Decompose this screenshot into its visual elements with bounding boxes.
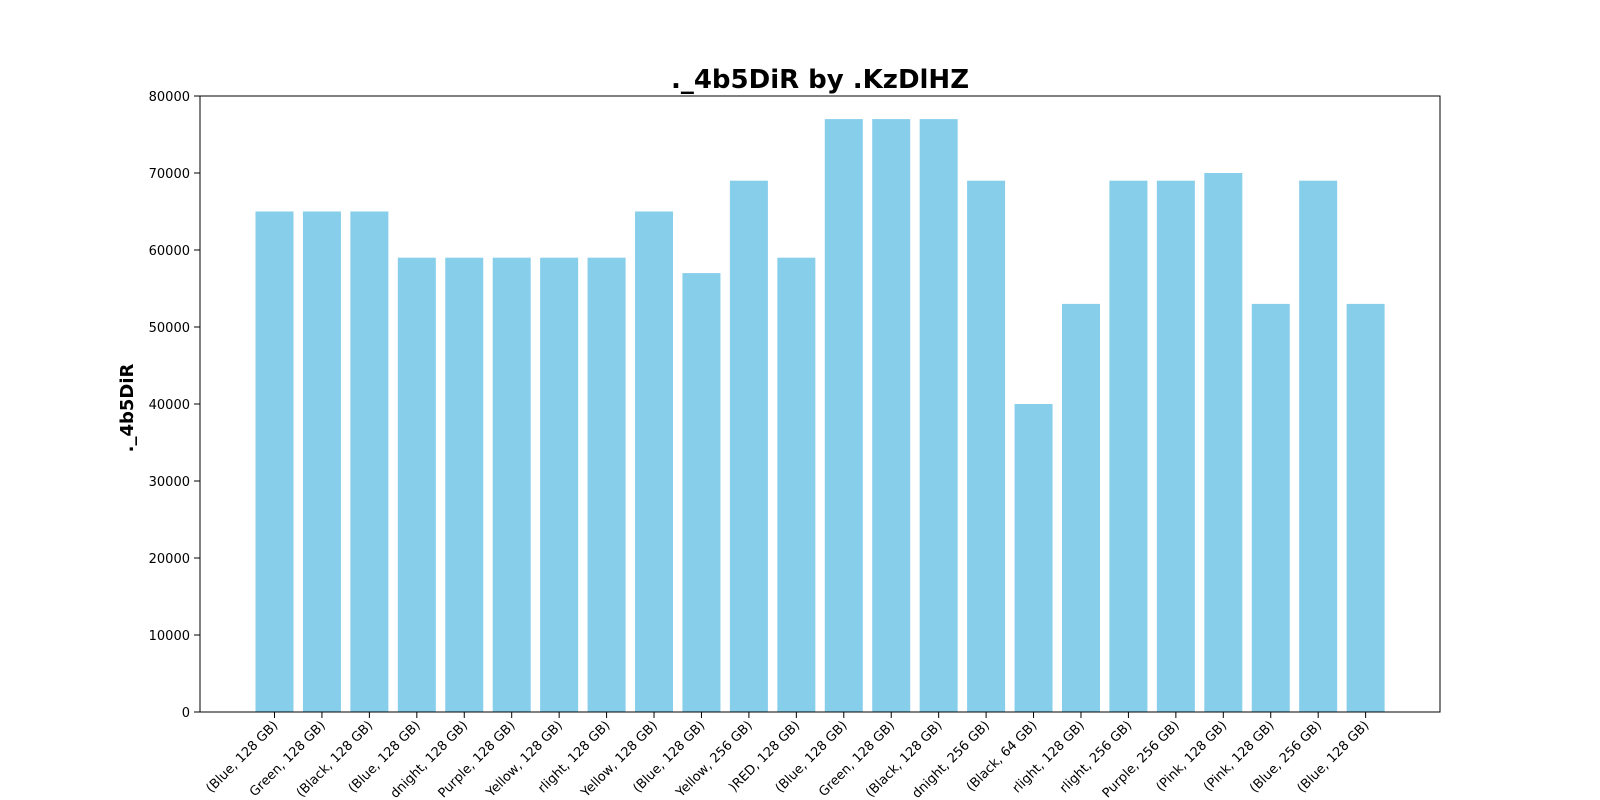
bar [1204, 173, 1243, 712]
bar [302, 211, 341, 712]
y-tick-label: 50000 [149, 321, 190, 336]
bar [397, 257, 436, 712]
bar [1061, 303, 1100, 712]
bar [255, 211, 294, 712]
bar [492, 257, 531, 712]
chart-title: ._4b5DiR by .KzDlHZ [671, 65, 969, 95]
y-tick-label: 40000 [149, 398, 190, 413]
y-axis: 0 10000 20000 30000 40000 50000 60000 70000 8000… [149, 90, 200, 721]
bar [682, 273, 721, 712]
y-tick-label: 30000 [149, 475, 190, 490]
bar [824, 119, 863, 713]
y-tick-label: 0 [182, 706, 190, 721]
bar [729, 180, 768, 712]
bar [445, 257, 484, 712]
y-tick-label: 20000 [149, 552, 190, 567]
y-tick-label: 60000 [149, 244, 190, 259]
bar [1109, 180, 1148, 712]
bar [1346, 303, 1385, 712]
bars-group [255, 119, 1385, 713]
bar [919, 119, 958, 713]
x-axis: (Blue, 128 GB)Green, 128 GB)(Black, 128 … [203, 712, 1372, 800]
bar [1299, 180, 1338, 712]
bar [872, 119, 911, 713]
bar [540, 257, 579, 712]
bar [1251, 303, 1290, 712]
bar [587, 257, 626, 712]
bar [350, 211, 389, 712]
bar [777, 257, 816, 712]
y-axis-label: ._4b5DiR [117, 363, 138, 452]
bar [635, 211, 674, 712]
plot-frame [199, 95, 1441, 713]
bar [967, 180, 1006, 712]
bar [1014, 404, 1053, 712]
y-tick-label: 80000 [149, 90, 190, 105]
y-tick-label: 70000 [149, 167, 190, 182]
y-tick-label: 10000 [149, 629, 190, 644]
bar [1156, 180, 1195, 712]
